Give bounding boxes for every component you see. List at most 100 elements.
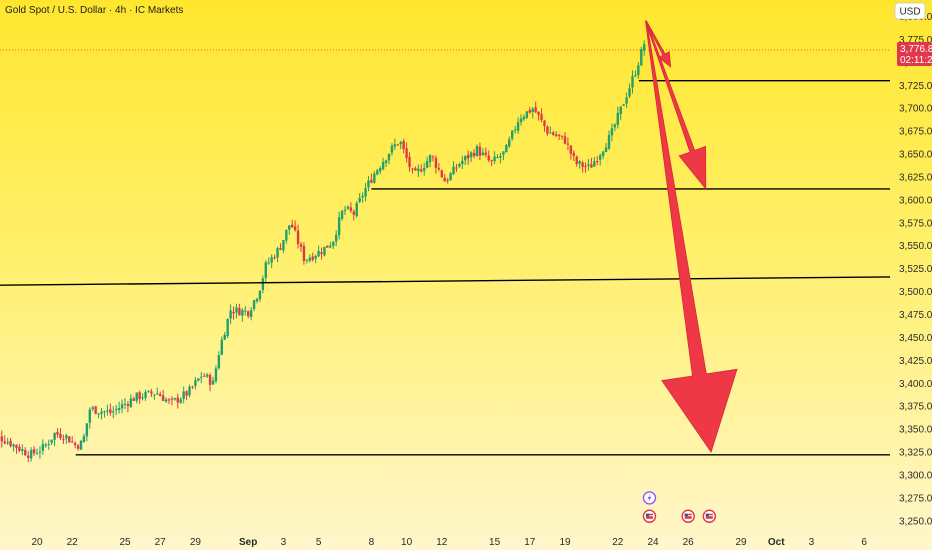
candle-body (376, 170, 379, 175)
candle-body (156, 393, 159, 395)
candle-body (247, 311, 250, 317)
candle-body (203, 375, 206, 377)
candle-body (129, 398, 133, 407)
price-tick-label: 3,650.00 (899, 150, 932, 161)
candle-body (71, 441, 74, 443)
candle-body (164, 399, 168, 402)
candle-body (76, 445, 80, 449)
price-tick-label: 3,375.00 (899, 402, 932, 413)
candle-body (329, 245, 332, 248)
lightning-glyph-icon (647, 493, 652, 502)
time-tick-label: 3 (281, 537, 287, 548)
candle-body (144, 391, 147, 399)
candle-body (390, 145, 394, 153)
candle-body (640, 49, 643, 66)
currency-label: USD (899, 7, 920, 18)
candle-body (308, 257, 311, 261)
candle-body (21, 449, 24, 452)
candle-body (411, 168, 414, 170)
candle-body (153, 394, 156, 396)
time-tick-label: Sep (239, 537, 257, 548)
candle-body (555, 134, 558, 136)
candle-body (631, 76, 634, 88)
candle-body (355, 203, 358, 217)
candle-body (279, 248, 282, 250)
candle-body (563, 136, 567, 144)
candle-body (516, 122, 520, 131)
candle-body (337, 217, 341, 236)
candle-body (220, 339, 223, 355)
candle-body (38, 451, 42, 453)
time-tick-label: 27 (155, 537, 167, 548)
candle-body (117, 407, 121, 411)
candle-body (428, 155, 432, 163)
chart-title: Gold Spot / U.S. Dollar · 4h · IC Market… (5, 5, 183, 16)
candle-body (100, 411, 103, 414)
candle-body (490, 160, 493, 162)
candle-body (311, 256, 314, 260)
candle-body (244, 310, 247, 312)
candle-body (208, 375, 212, 385)
candle-body (437, 167, 441, 170)
candle-body (502, 151, 505, 155)
candle-body (387, 153, 391, 161)
candle-body (511, 130, 514, 139)
candle-body (255, 298, 259, 302)
candle-body (205, 374, 209, 377)
price-axis[interactable]: 3,250.00 3,275.00 3,300.00 3,325.00 3,350.00… (899, 12, 932, 527)
candle-body (261, 278, 265, 290)
price-tick-label: 3,525.00 (899, 264, 932, 275)
flag-canton-icon (705, 513, 709, 517)
candle-body (150, 391, 153, 394)
candle-body (458, 163, 461, 167)
bearish-arrow (644, 20, 672, 68)
candle-body (584, 166, 587, 168)
candle-body (3, 441, 6, 444)
candle-body (493, 156, 496, 162)
candle-body (302, 245, 306, 261)
support-level-line (0, 276, 891, 286)
candle-body (593, 161, 596, 167)
candle-body (235, 307, 238, 313)
price-tag-value: 3,776.89 (900, 44, 932, 55)
candle-body (384, 160, 388, 164)
candle-body (552, 132, 555, 135)
candle-body (44, 444, 47, 446)
candle-body (73, 443, 77, 446)
time-tick-label: 22 (612, 537, 624, 548)
candle-body (229, 310, 232, 319)
candle-body (194, 380, 197, 386)
candle-body (120, 404, 124, 409)
candle-body (291, 224, 294, 228)
candle-body (423, 167, 426, 171)
candle-body (513, 129, 517, 131)
currency-button[interactable]: USD (894, 2, 926, 20)
candle-body (478, 146, 482, 156)
candle-body (352, 211, 355, 215)
time-axis[interactable]: 20 22 25 27 29 Sep 3 5 8 10 12 15 17 19 22 24 26 29 Oct 3 6 (31, 537, 867, 548)
candle-body (349, 207, 353, 211)
candle-body (373, 173, 376, 183)
candle-body (214, 368, 218, 382)
candle-body (599, 155, 602, 160)
time-tick-label: 15 (489, 537, 501, 548)
candle-body (408, 156, 411, 168)
candle-body (141, 397, 144, 399)
candle-body (82, 436, 86, 443)
candle-body (264, 262, 267, 278)
candle-body (607, 134, 611, 149)
candle-body (537, 111, 540, 115)
candle-body (431, 156, 435, 158)
candle-body (258, 290, 262, 300)
candle-body (238, 307, 241, 316)
candle-body (135, 392, 138, 401)
candle-body (443, 177, 446, 182)
candle-body (85, 423, 89, 437)
candle-body (56, 431, 59, 435)
candle-body (326, 245, 329, 248)
time-tick-label: 22 (67, 537, 79, 548)
candle-body (590, 164, 593, 168)
price-tick-label: 3,600.00 (899, 195, 932, 206)
price-tick-label: 3,450.00 (899, 333, 932, 344)
